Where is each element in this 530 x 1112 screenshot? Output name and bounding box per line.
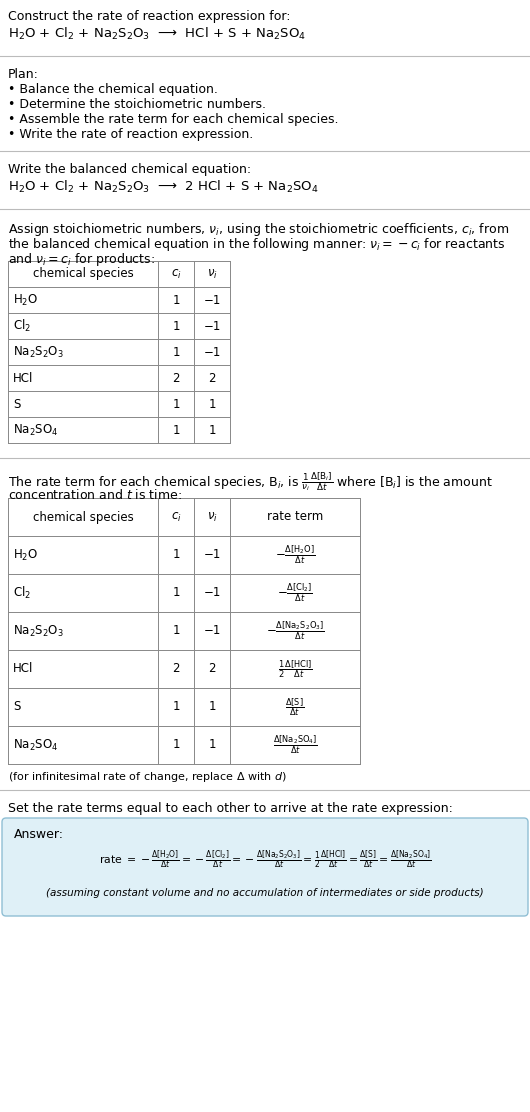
Text: Cl$_2$: Cl$_2$ xyxy=(13,585,31,602)
Text: 2: 2 xyxy=(172,371,180,385)
Text: $\nu_i$: $\nu_i$ xyxy=(207,268,217,280)
Text: Cl$_2$: Cl$_2$ xyxy=(13,318,31,334)
Text: 1: 1 xyxy=(208,738,216,752)
Text: the balanced chemical equation in the following manner: $\nu_i = -c_i$ for react: the balanced chemical equation in the fo… xyxy=(8,236,506,254)
Text: 1: 1 xyxy=(172,424,180,437)
Text: −1: −1 xyxy=(204,548,220,562)
Text: 2: 2 xyxy=(208,663,216,675)
FancyBboxPatch shape xyxy=(2,818,528,916)
Text: −1: −1 xyxy=(204,586,220,599)
Text: −1: −1 xyxy=(204,346,220,358)
Text: HCl: HCl xyxy=(13,371,33,385)
Text: 1: 1 xyxy=(172,319,180,332)
Text: −1: −1 xyxy=(204,319,220,332)
Text: Answer:: Answer: xyxy=(14,828,64,841)
Text: H$_2$O: H$_2$O xyxy=(13,292,38,308)
Text: 1: 1 xyxy=(208,701,216,714)
Text: (for infinitesimal rate of change, replace Δ with $d$): (for infinitesimal rate of change, repla… xyxy=(8,770,287,784)
Text: $-\frac{\Delta[\mathrm{H_2O}]}{\Delta t}$: $-\frac{\Delta[\mathrm{H_2O}]}{\Delta t}… xyxy=(275,544,315,566)
Text: rate term: rate term xyxy=(267,510,323,524)
Text: 1: 1 xyxy=(208,424,216,437)
Text: 2: 2 xyxy=(208,371,216,385)
Text: Na$_2$S$_2$O$_3$: Na$_2$S$_2$O$_3$ xyxy=(13,345,64,359)
Text: $-\frac{\Delta[\mathrm{Na_2S_2O_3}]}{\Delta t}$: $-\frac{\Delta[\mathrm{Na_2S_2O_3}]}{\De… xyxy=(266,619,324,643)
Text: S: S xyxy=(13,397,20,410)
Text: −1: −1 xyxy=(204,294,220,307)
Text: 1: 1 xyxy=(172,548,180,562)
Text: 1: 1 xyxy=(172,586,180,599)
Text: Assign stoichiometric numbers, $\nu_i$, using the stoichiometric coefficients, $: Assign stoichiometric numbers, $\nu_i$, … xyxy=(8,221,509,238)
Text: 1: 1 xyxy=(172,397,180,410)
Text: $\frac{1}{2}\frac{\Delta[\mathrm{HCl}]}{\Delta t}$: $\frac{1}{2}\frac{\Delta[\mathrm{HCl}]}{… xyxy=(278,658,313,679)
Text: and $\nu_i = c_i$ for products:: and $\nu_i = c_i$ for products: xyxy=(8,251,155,268)
Text: $-\frac{\Delta[\mathrm{Cl_2}]}{\Delta t}$: $-\frac{\Delta[\mathrm{Cl_2}]}{\Delta t}… xyxy=(277,582,313,604)
Text: 1: 1 xyxy=(208,397,216,410)
Text: $c_i$: $c_i$ xyxy=(171,510,181,524)
Text: Na$_2$SO$_4$: Na$_2$SO$_4$ xyxy=(13,737,58,753)
Text: • Balance the chemical equation.: • Balance the chemical equation. xyxy=(8,83,218,96)
Text: 1: 1 xyxy=(172,701,180,714)
Text: 1: 1 xyxy=(172,294,180,307)
Text: H$_2$O + Cl$_2$ + Na$_2$S$_2$O$_3$  ⟶  HCl + S + Na$_2$SO$_4$: H$_2$O + Cl$_2$ + Na$_2$S$_2$O$_3$ ⟶ HCl… xyxy=(8,26,306,42)
Text: Plan:: Plan: xyxy=(8,68,39,81)
Text: Construct the rate of reaction expression for:: Construct the rate of reaction expressio… xyxy=(8,10,290,23)
Text: • Determine the stoichiometric numbers.: • Determine the stoichiometric numbers. xyxy=(8,98,266,111)
Text: concentration and $t$ is time:: concentration and $t$ is time: xyxy=(8,488,182,502)
Text: chemical species: chemical species xyxy=(33,268,134,280)
Text: rate $= -\frac{\Delta[\mathrm{H_2O}]}{\Delta t} = -\frac{\Delta[\mathrm{Cl_2}]}{: rate $= -\frac{\Delta[\mathrm{H_2O}]}{\D… xyxy=(99,848,431,872)
Text: Set the rate terms equal to each other to arrive at the rate expression:: Set the rate terms equal to each other t… xyxy=(8,802,453,815)
Text: Na$_2$SO$_4$: Na$_2$SO$_4$ xyxy=(13,423,58,437)
Text: • Assemble the rate term for each chemical species.: • Assemble the rate term for each chemic… xyxy=(8,113,339,126)
Text: $\frac{\Delta[\mathrm{S}]}{\Delta t}$: $\frac{\Delta[\mathrm{S}]}{\Delta t}$ xyxy=(285,696,305,718)
Text: The rate term for each chemical species, B$_i$, is $\frac{1}{\nu_i}\frac{\Delta[: The rate term for each chemical species,… xyxy=(8,470,493,493)
Text: chemical species: chemical species xyxy=(33,510,134,524)
Text: • Write the rate of reaction expression.: • Write the rate of reaction expression. xyxy=(8,128,253,141)
Text: HCl: HCl xyxy=(13,663,33,675)
Text: 1: 1 xyxy=(172,346,180,358)
Text: H$_2$O: H$_2$O xyxy=(13,547,38,563)
Text: S: S xyxy=(13,701,20,714)
Text: −1: −1 xyxy=(204,625,220,637)
Text: Na$_2$S$_2$O$_3$: Na$_2$S$_2$O$_3$ xyxy=(13,624,64,638)
Text: $c_i$: $c_i$ xyxy=(171,268,181,280)
Text: 1: 1 xyxy=(172,625,180,637)
Text: H$_2$O + Cl$_2$ + Na$_2$S$_2$O$_3$  ⟶  2 HCl + S + Na$_2$SO$_4$: H$_2$O + Cl$_2$ + Na$_2$S$_2$O$_3$ ⟶ 2 H… xyxy=(8,179,319,195)
Text: (assuming constant volume and no accumulation of intermediates or side products): (assuming constant volume and no accumul… xyxy=(46,888,484,898)
Text: $\frac{\Delta[\mathrm{Na_2SO_4}]}{\Delta t}$: $\frac{\Delta[\mathrm{Na_2SO_4}]}{\Delta… xyxy=(272,734,317,756)
Text: Write the balanced chemical equation:: Write the balanced chemical equation: xyxy=(8,163,251,176)
Text: $\nu_i$: $\nu_i$ xyxy=(207,510,217,524)
Text: 2: 2 xyxy=(172,663,180,675)
Text: 1: 1 xyxy=(172,738,180,752)
